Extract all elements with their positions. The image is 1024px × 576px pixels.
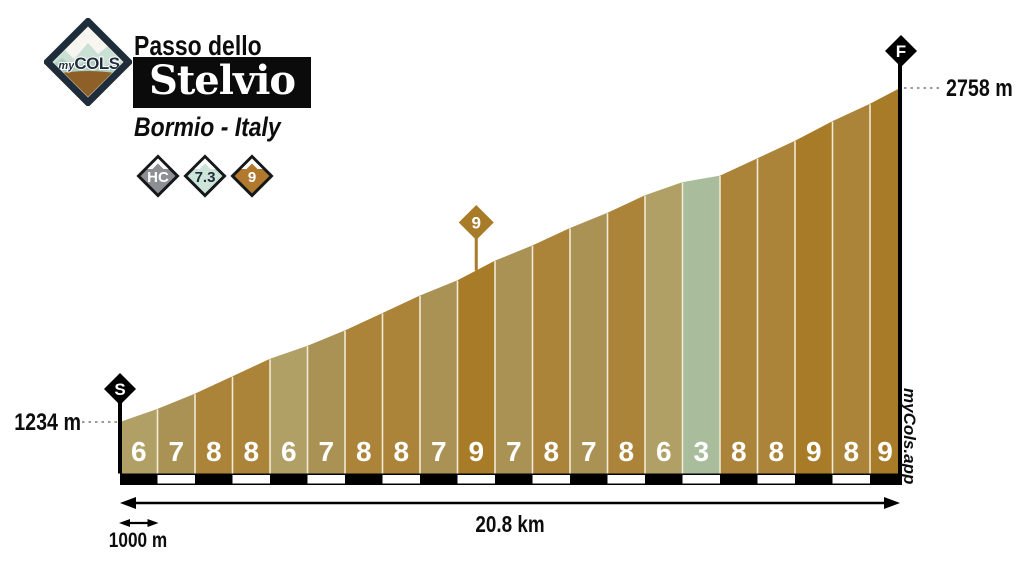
subtitle-location: Bormio - Italy (134, 112, 281, 142)
km-ruler-block (382, 475, 420, 484)
gradient-segment (157, 393, 195, 474)
gradient-segment (232, 358, 270, 474)
finish-elevation-label: 2758 m (946, 75, 1013, 102)
badge-peak-icon (246, 163, 258, 170)
segment-gradient-label: 6 (656, 436, 672, 467)
gradient-segment (120, 408, 158, 474)
pretitle: Passo dello (134, 30, 262, 61)
gradient-segment (195, 376, 233, 474)
arrow-left-icon (120, 497, 136, 509)
gradient-segment (870, 88, 900, 474)
badge-avg-gradient: 7.3 (183, 154, 227, 198)
segment-gradient-label: 8 (393, 436, 409, 467)
gradient-segment (420, 280, 458, 474)
finish-marker-icon (885, 35, 917, 67)
badge-peak-icon (199, 163, 211, 170)
segment-gradient-label: 8 (356, 436, 372, 467)
badge-peak-icon (152, 163, 164, 170)
segment-gradient-label: 7 (168, 436, 184, 467)
segment-gradient-label: 8 (768, 436, 784, 467)
segment-gradient-label: 9 (877, 436, 893, 467)
scale-arrow-left-icon (119, 519, 130, 527)
gradient-marker-label: 9 (472, 214, 481, 233)
segment-gradient-label: 6 (281, 436, 297, 467)
scale-distance-label: 1000 m (108, 529, 168, 552)
segment-gradient-label: 3 (693, 436, 709, 467)
start-elevation-label: 1234 m (14, 409, 81, 436)
scale-arrow-right-icon (147, 519, 159, 527)
badge-diamond (136, 154, 180, 198)
segment-gradient-label: 8 (243, 436, 259, 467)
arrow-right-icon (884, 497, 900, 509)
logo-wordmark: myCOLS (58, 54, 119, 73)
finish-marker-pole (898, 64, 902, 485)
km-ruler-block (307, 475, 345, 484)
badge-max-gradient: 9 (230, 154, 274, 198)
gradient-segment (307, 330, 345, 474)
gradient-segment (270, 345, 308, 474)
gradient-segment (757, 140, 795, 474)
page-title: Stelvio (148, 57, 296, 104)
finish-marker-label: F (896, 42, 906, 61)
segment-gradient-label: 9 (806, 436, 822, 467)
gradient-marker-pole (474, 236, 478, 271)
km-ruler-block (457, 475, 495, 484)
start-marker-label: S (114, 380, 125, 399)
km-ruler-block (757, 475, 795, 484)
badge-label: 9 (248, 169, 256, 186)
km-ruler-block (682, 475, 720, 484)
watermark-mycols-app: myCols.app (900, 388, 919, 485)
gradient-segment (795, 121, 833, 474)
badge-diamond (230, 154, 274, 198)
gradient-marker-icon (458, 204, 494, 240)
segment-gradient-label: 8 (543, 436, 559, 467)
gradient-segment (607, 195, 645, 474)
segment-gradient-label: 7 (581, 436, 597, 467)
badge-diamond (183, 154, 227, 198)
badge-row: HC 7.3 9 (136, 154, 274, 198)
gradient-segment (345, 312, 383, 474)
gradient-segment (457, 260, 495, 474)
title-box: Stelvio (133, 57, 311, 108)
km-ruler-block (232, 475, 270, 484)
segment-gradient-label: 8 (731, 436, 747, 467)
segment-gradient-label: 8 (206, 436, 222, 467)
start-marker-icon (104, 373, 136, 405)
segment-gradient-label: 6 (131, 436, 147, 467)
gradient-segment (532, 227, 570, 474)
gradient-segment (645, 182, 683, 474)
segment-gradient-label: 8 (843, 436, 859, 467)
total-distance-label: 20.8 km (475, 511, 545, 537)
gradient-segment (382, 295, 420, 474)
gradient-segment (832, 103, 870, 474)
mycols-logo-icon: myCOLS (44, 18, 132, 106)
segment-gradient-label: 7 (318, 436, 334, 467)
start-marker-pole (118, 400, 122, 474)
badge-label: HC (147, 169, 169, 186)
km-ruler-block (157, 475, 195, 484)
badge-label: 7.3 (195, 169, 216, 186)
gradient-segment (682, 175, 720, 474)
km-ruler-block (532, 475, 570, 484)
gradient-segment (495, 245, 533, 474)
km-ruler (120, 473, 900, 485)
mycols-logo: myCOLS (44, 18, 132, 106)
segment-gradient-label: 7 (506, 436, 522, 467)
gradient-segment (720, 158, 758, 474)
gradient-segment (570, 212, 608, 474)
segment-gradient-label: 9 (468, 436, 484, 467)
km-ruler-block (832, 475, 870, 484)
badge-category-hc: HC (136, 154, 180, 198)
km-ruler-block (607, 475, 645, 484)
segment-gradient-label: 7 (431, 436, 447, 467)
segment-gradient-label: 8 (618, 436, 634, 467)
